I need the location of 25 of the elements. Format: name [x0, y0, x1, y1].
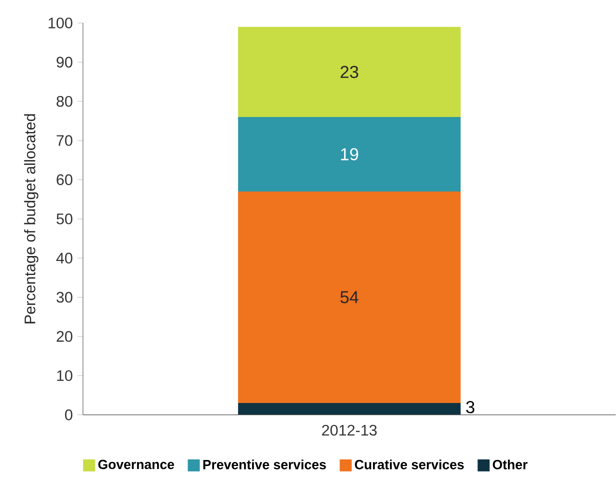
legend-label: Curative services — [354, 460, 464, 470]
y-tick-label: 30 — [56, 292, 72, 303]
legend-label: Other — [492, 460, 528, 470]
data-label: 19 — [341, 148, 358, 160]
legend-label: Governance — [98, 460, 174, 470]
y-tick-label: 50 — [56, 214, 72, 224]
data-label: 3 — [466, 401, 474, 414]
x-tick-label: 2012-13 — [322, 424, 377, 436]
data-label: 23 — [340, 66, 358, 78]
y-tick-label: 40 — [56, 252, 72, 264]
data-label: 54 — [340, 291, 358, 304]
y-tick-label: 100 — [48, 18, 72, 28]
y-tick-label: 90 — [56, 56, 72, 68]
y-tick-label: 20 — [56, 331, 72, 342]
legend-label: Preventive services — [203, 460, 326, 470]
y-tick-label: 60 — [56, 174, 72, 186]
bar — [238, 27, 461, 118]
y-tick-label: 10 — [57, 370, 72, 382]
y-tick-label: 0 — [65, 410, 72, 420]
bar — [238, 117, 461, 192]
y-axis-title: Percentage of budget allocated — [24, 114, 38, 324]
y-tick-label: 70 — [56, 135, 72, 146]
bar — [238, 403, 461, 415]
bar — [238, 192, 461, 404]
y-tick-label: 80 — [56, 96, 72, 107]
